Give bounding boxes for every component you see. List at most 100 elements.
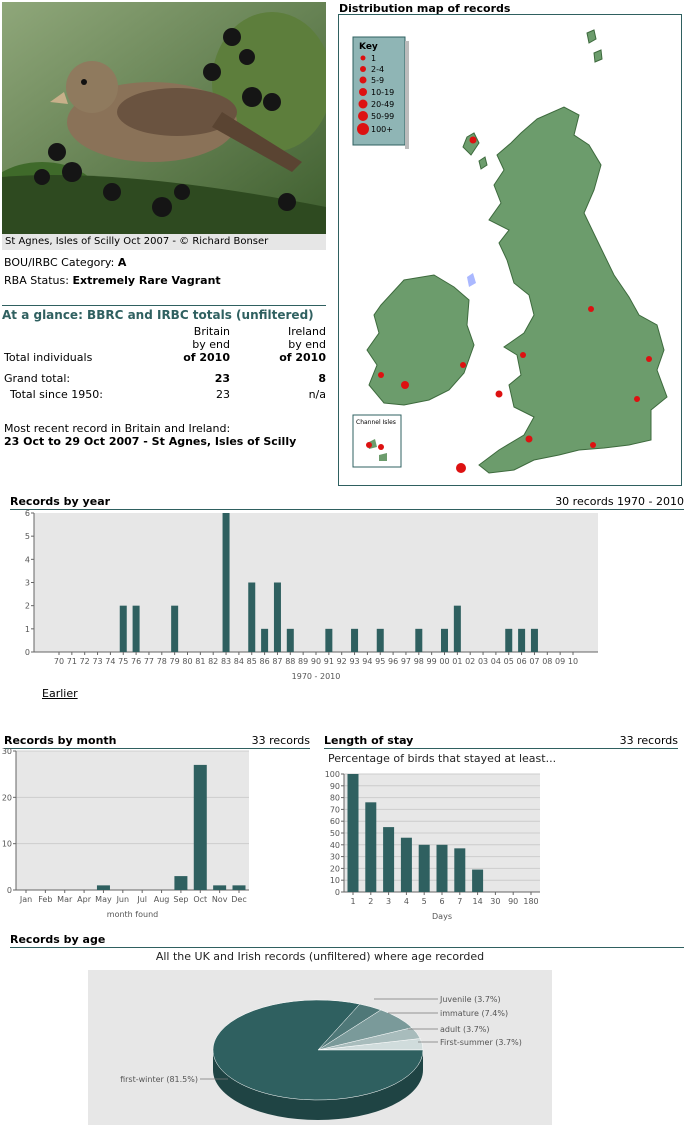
earlier-link[interactable]: Earlier [42, 687, 78, 700]
bird-image [2, 2, 326, 234]
bar [132, 605, 140, 652]
bar [415, 628, 423, 652]
x-tick-label: 99 [427, 657, 437, 666]
x-tick-label: 86 [260, 657, 270, 666]
bar [273, 582, 281, 652]
x-tick-label: 00 [439, 657, 449, 666]
x-tick-label: 78 [157, 657, 167, 666]
glance-title: At a glance: BBRC and IRBC totals (unfil… [2, 305, 326, 322]
y-tick-label: 0 [7, 886, 12, 895]
x-tick-label: 30 [490, 897, 500, 906]
grand-britain: 23 [214, 372, 230, 385]
key-item: 1 [371, 54, 376, 63]
channel-isles-inset: Channel Isles [352, 414, 402, 468]
y-tick-label: 0 [25, 648, 30, 657]
ireland-h1: Ireland [287, 325, 326, 338]
x-tick-label: 08 [542, 657, 552, 666]
y-tick-label: 0 [335, 888, 340, 897]
since-ireland: n/a [308, 388, 326, 401]
x-tick-label: 07 [529, 657, 539, 666]
year-section-header: Records by year 30 records 1970 - 2010 [10, 494, 684, 510]
x-axis-label: month found [107, 910, 158, 919]
month-summary: 33 records [251, 734, 310, 747]
month-section-header: Records by month 33 records [4, 733, 310, 749]
bou-category: BOU/IRBC Category: A [4, 256, 126, 269]
x-tick-label: Aug [154, 895, 170, 904]
y-tick-label: 5 [25, 532, 30, 541]
x-tick-label: 87 [272, 657, 282, 666]
y-tick-label: 20 [2, 793, 12, 802]
age-title: Records by age [10, 933, 106, 946]
y-tick-label: 20 [330, 864, 340, 873]
bar [213, 885, 227, 890]
bar [472, 869, 484, 892]
x-tick-label: 73 [92, 657, 102, 666]
x-tick-label: 94 [362, 657, 372, 666]
age-chart: first-winter (81.5%) Juvenile (3.7%) immat… [88, 970, 552, 1125]
y-tick-label: 80 [330, 794, 340, 803]
lough-neagh [467, 273, 476, 287]
bar [222, 513, 230, 652]
inset-label: Channel Isles [356, 419, 396, 426]
plot-background [34, 513, 598, 652]
x-tick-label: 5 [422, 897, 427, 906]
age-section-header: Records by age [10, 932, 684, 948]
bou-value: A [117, 256, 127, 269]
x-tick-label: 97 [401, 657, 411, 666]
x-tick-label: Mar [57, 895, 73, 904]
stay-summary: 33 records [619, 734, 678, 747]
x-tick-label: 70 [54, 657, 64, 666]
map-svg: Key 1 2-4 5-9 10-19 20-49 50-99 100+ Cha… [352, 29, 668, 474]
britain-h1: Britain [193, 325, 230, 338]
bar [193, 764, 207, 890]
row-since: Total since 1950: [10, 388, 103, 401]
x-tick-label: 6 [439, 897, 444, 906]
x-tick-label: Oct [193, 895, 207, 904]
stay-chart: 0 10 20 30 40 50 60 70 80 90 100 1 2 3 4 5 6 7 14 30 90 180 Da… [325, 770, 540, 921]
x-tick-label: 76 [131, 657, 141, 666]
bar [351, 628, 359, 652]
x-tick-label: 77 [144, 657, 154, 666]
stay-subtitle: Percentage of birds that stayed at least… [328, 752, 557, 765]
x-tick-label: Feb [38, 895, 52, 904]
y-tick-label: 40 [330, 841, 340, 850]
ireland-h3: of 2010 [279, 351, 326, 364]
x-tick-label: 79 [170, 657, 180, 666]
key-item: 2-4 [371, 65, 384, 74]
x-tick-label: 14 [473, 897, 483, 906]
bar [530, 628, 538, 652]
pie-side [213, 1050, 423, 1120]
photo-caption: St Agnes, Isles of Scilly Oct 2007 - © R… [2, 234, 326, 250]
y-tick-label: 10 [330, 876, 340, 885]
x-tick-label: 89 [298, 657, 308, 666]
britain-landmass [366, 29, 668, 474]
y-tick-label: 50 [330, 829, 340, 838]
x-tick-label: Jan [19, 895, 32, 904]
y-tick-label: 6 [25, 510, 30, 518]
bar [505, 628, 513, 652]
y-tick-label: 4 [25, 555, 30, 564]
x-tick-label: 05 [504, 657, 514, 666]
x-tick-label: 75 [118, 657, 128, 666]
x-tick-label: Nov [212, 895, 228, 904]
bar [376, 628, 384, 652]
y-tick-label: 60 [330, 817, 340, 826]
x-tick-label: 04 [491, 657, 501, 666]
x-tick-label: 3 [386, 897, 391, 906]
rba-label: RBA Status: [4, 274, 69, 287]
pie-label: adult (3.7%) [440, 1025, 490, 1034]
x-tick-label: 180 [523, 897, 538, 906]
bar [96, 885, 110, 890]
bar [174, 876, 188, 890]
grand-ireland: 8 [318, 372, 326, 385]
month-chart: 0 10 20 30 Jan Feb Mar Apr May Jun Jul Aug Sep Oct Nov… [2, 748, 249, 919]
x-tick-label: 01 [452, 657, 462, 666]
key-item: 20-49 [371, 100, 394, 109]
bar [232, 885, 246, 890]
ireland-h2: by end [288, 338, 326, 351]
y-tick-label: 70 [330, 805, 340, 814]
x-tick-label: Apr [77, 895, 92, 904]
bar [453, 605, 461, 652]
x-tick-label: 2 [368, 897, 373, 906]
